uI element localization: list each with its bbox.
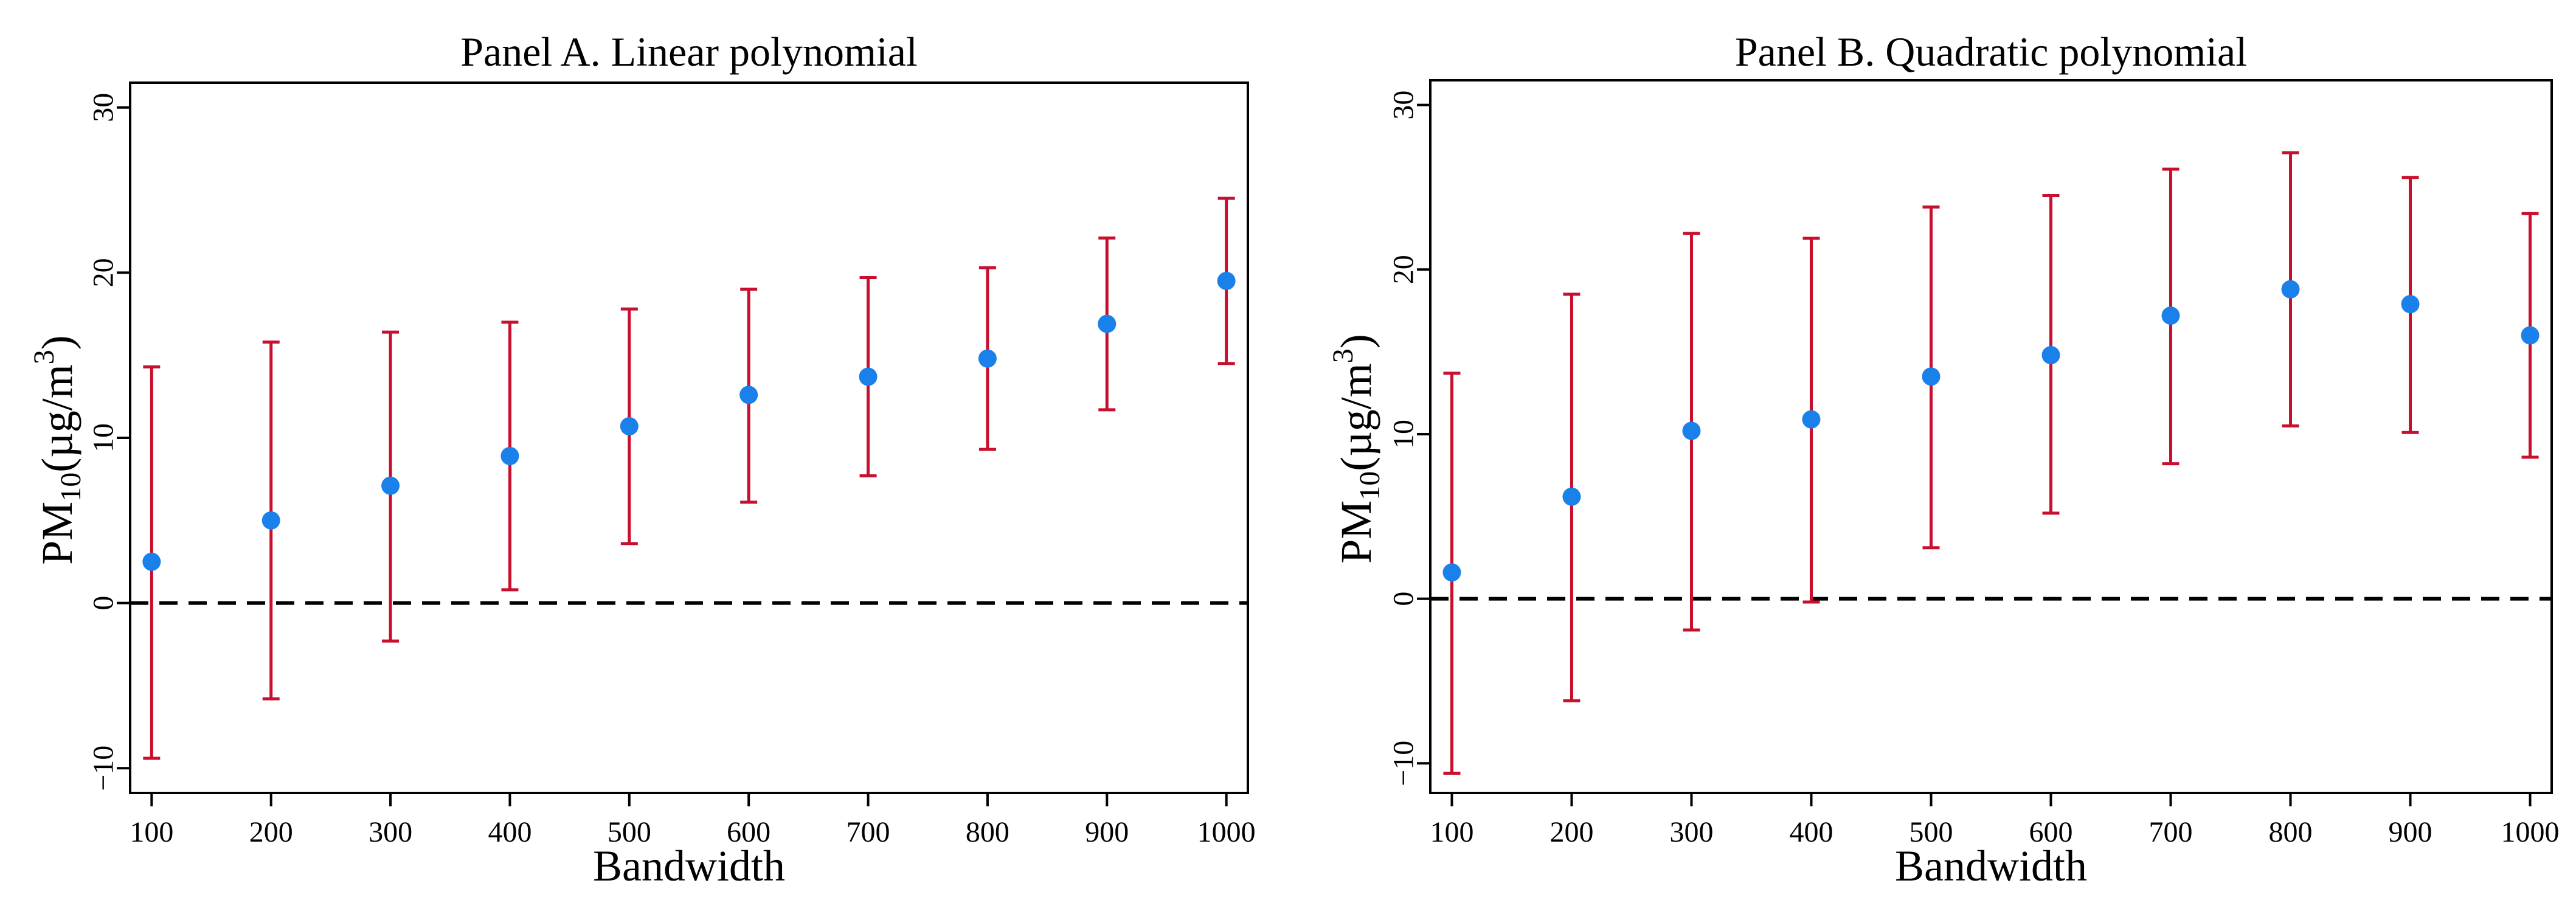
panel-b-ylabel-sub: 10	[1354, 471, 1386, 500]
panel-b-title: Panel B. Quadratic polynomial	[1735, 29, 2247, 75]
panel-a-point-estimate	[261, 511, 280, 530]
panel-b-point-estimate	[2281, 280, 2300, 299]
panel-a-y-tick-label: 20	[88, 258, 120, 287]
panel-a-y-tick-label: 30	[88, 93, 120, 122]
panel-b-x-tick-label: 300	[1669, 816, 1713, 848]
panel-b-x-tick-label: 700	[2149, 816, 2193, 848]
panel-b-marks	[1442, 151, 2540, 775]
panel-b-y-tick-label: 10	[1388, 420, 1420, 449]
panel-b-x-tick-label: 800	[2269, 816, 2313, 848]
panel-b-x-tick-label: 400	[1789, 816, 1833, 848]
panel-b-point-estimate	[1922, 367, 1941, 386]
panel-a-y-tick-label: 0	[88, 596, 120, 611]
panel-b-point-estimate	[1802, 410, 1821, 429]
panel-a-x-tick-label: 700	[847, 816, 890, 848]
panel-a-point-estimate	[500, 446, 519, 465]
panel-a-y-tick-label: −10	[88, 746, 120, 791]
panel-b-point-estimate	[1562, 487, 1581, 506]
panel-b-x-axis-label: Bandwidth	[1895, 842, 2087, 890]
panel-a-point-estimate	[1217, 271, 1236, 290]
panel-a-ylabel-sub: 10	[55, 472, 87, 502]
panel-a-y-axis-label: PM10(µg/m3)	[28, 335, 87, 565]
panel-a-x-tick-label: 1000	[1197, 816, 1256, 848]
panel-b-ylabel-sup: 3	[1327, 348, 1359, 363]
panel-a-marks	[142, 196, 1236, 760]
panel-b-y-tick-label: 30	[1388, 91, 1420, 120]
panel-b-x-tick-label: 500	[1909, 816, 1953, 848]
panel-b-point-estimate	[2521, 326, 2540, 345]
panel-a-x-tick-label: 300	[369, 816, 412, 848]
panel-b-point-estimate	[2161, 306, 2180, 325]
panel-b: Panel B. Quadratic polynomial −10 0 10 20 30…	[1327, 29, 2560, 890]
panel-a-point-estimate	[1098, 314, 1117, 333]
panel-a-y-axis: −10 0 10 20 30	[88, 93, 130, 791]
panel-a-point-estimate	[739, 386, 758, 404]
panel-a-x-axis: 100 200 300 400 500 600 700 800 900 1000	[130, 793, 1256, 848]
panel-b-ylabel-base: PM	[1332, 500, 1380, 564]
panel-b-y-axis: −10 0 10 20 30	[1388, 91, 1430, 786]
panel-a: Panel A. Linear polynomial −10 0 10 20 30 10…	[28, 29, 1256, 890]
panel-a-x-tick-label: 600	[727, 816, 770, 848]
panel-a-x-tick-label: 400	[488, 816, 531, 848]
panel-a-x-tick-label: 800	[966, 816, 1009, 848]
panel-b-y-axis-label: PM10(µg/m3)	[1327, 334, 1386, 564]
panel-a-ylabel-unit: (µg/m	[33, 364, 81, 472]
panel-b-point-estimate	[2401, 295, 2420, 314]
panel-b-x-tick-label: 600	[2029, 816, 2073, 848]
panel-b-y-tick-label: 20	[1388, 255, 1420, 284]
panel-b-point-estimate	[1682, 421, 1701, 440]
panel-b-plot-frame	[1429, 79, 2553, 794]
panel-a-ylabel-sup: 3	[28, 350, 60, 364]
panel-a-ylabel-close: )	[33, 335, 81, 350]
panel-a-y-tick-label: 10	[88, 423, 120, 452]
panel-b-y-tick-label: −10	[1388, 741, 1420, 786]
panel-a-x-tick-label: 500	[608, 816, 651, 848]
panel-a-x-tick-label: 900	[1085, 816, 1129, 848]
panel-a-point-estimate	[142, 552, 161, 571]
panel-a-point-estimate	[381, 476, 400, 495]
panel-a-point-estimate	[978, 349, 997, 368]
panel-b-x-tick-label: 900	[2389, 816, 2432, 848]
panel-b-x-tick-label: 1000	[2501, 816, 2560, 848]
panel-a-title: Panel A. Linear polynomial	[460, 29, 918, 75]
panel-b-ylabel-close: )	[1332, 334, 1380, 348]
panel-b-x-axis: 100 200 300 400 500 600 700 800 900 1000	[1430, 793, 2560, 848]
panel-b-ylabel-unit: (µg/m	[1332, 363, 1380, 471]
panel-b-y-tick-label: 0	[1388, 592, 1420, 606]
panel-b-point-estimate	[1442, 563, 1461, 582]
panel-a-x-tick-label: 100	[130, 816, 173, 848]
panel-a-x-tick-label: 200	[249, 816, 293, 848]
panel-b-x-tick-label: 200	[1549, 816, 1593, 848]
panel-a-ylabel-base: PM	[33, 502, 81, 565]
panel-a-point-estimate	[859, 367, 878, 386]
panel-a-point-estimate	[620, 417, 639, 435]
panel-b-point-estimate	[2041, 346, 2060, 365]
panel-a-plot-frame	[129, 81, 1249, 794]
panel-a-x-axis-label: Bandwidth	[593, 842, 785, 890]
panel-b-x-tick-label: 100	[1430, 816, 1473, 848]
